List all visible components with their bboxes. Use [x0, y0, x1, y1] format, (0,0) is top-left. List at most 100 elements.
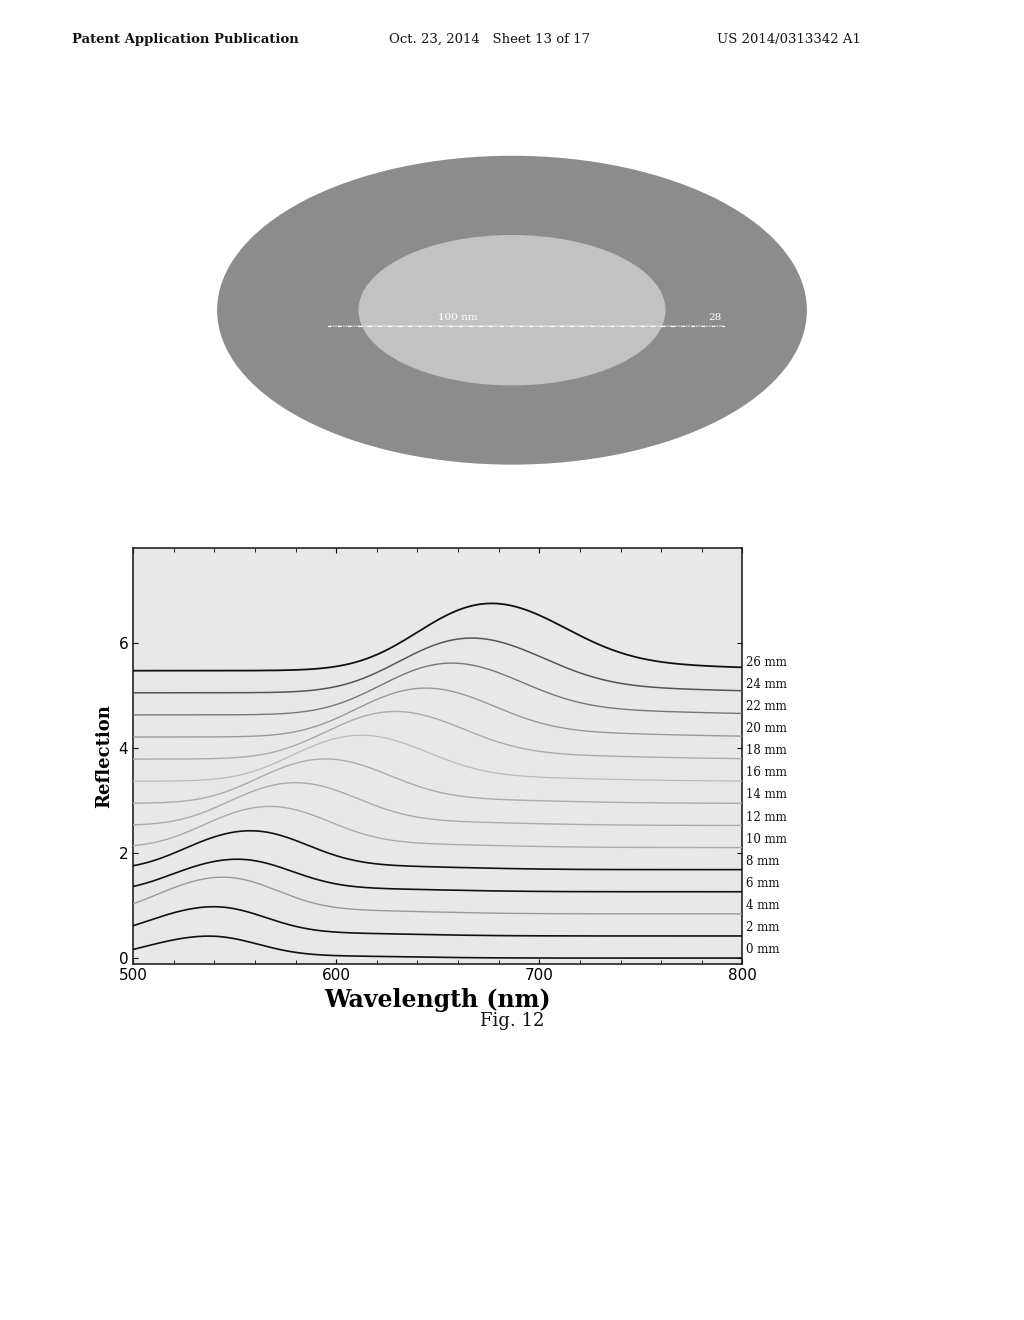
Ellipse shape — [475, 290, 549, 330]
Text: Oct. 23, 2014   Sheet 13 of 17: Oct. 23, 2014 Sheet 13 of 17 — [389, 33, 590, 46]
Ellipse shape — [332, 215, 692, 405]
Ellipse shape — [381, 247, 643, 374]
Ellipse shape — [420, 261, 604, 359]
Ellipse shape — [450, 277, 574, 343]
Ellipse shape — [412, 261, 612, 359]
Text: 2 mm: 2 mm — [746, 921, 780, 935]
Ellipse shape — [481, 296, 543, 325]
Ellipse shape — [473, 292, 551, 329]
X-axis label: Wavelength (nm): Wavelength (nm) — [325, 987, 551, 1011]
Ellipse shape — [376, 239, 648, 381]
Text: 0 mm: 0 mm — [746, 944, 780, 956]
Ellipse shape — [302, 201, 722, 420]
Ellipse shape — [217, 156, 807, 465]
Ellipse shape — [324, 211, 700, 409]
Ellipse shape — [295, 197, 729, 424]
Ellipse shape — [508, 309, 516, 312]
Ellipse shape — [228, 161, 796, 459]
Ellipse shape — [390, 247, 634, 374]
Ellipse shape — [504, 306, 519, 314]
Ellipse shape — [505, 306, 519, 314]
Text: 20 mm: 20 mm — [746, 722, 787, 735]
Text: Patent Application Publication: Patent Application Publication — [72, 33, 298, 46]
Ellipse shape — [287, 193, 737, 428]
Ellipse shape — [284, 190, 740, 430]
Ellipse shape — [457, 281, 567, 339]
Text: Fig. 12: Fig. 12 — [480, 1012, 544, 1031]
Ellipse shape — [494, 301, 530, 319]
Ellipse shape — [335, 218, 689, 403]
Ellipse shape — [466, 288, 558, 333]
Ellipse shape — [358, 235, 666, 385]
Ellipse shape — [261, 180, 763, 441]
Ellipse shape — [406, 255, 618, 366]
Ellipse shape — [424, 264, 600, 356]
Ellipse shape — [396, 253, 627, 367]
Ellipse shape — [468, 286, 556, 334]
Ellipse shape — [482, 294, 542, 326]
Ellipse shape — [265, 181, 759, 440]
Ellipse shape — [442, 276, 582, 345]
Ellipse shape — [434, 269, 590, 351]
Ellipse shape — [413, 259, 611, 362]
Text: US 2014/0313342 A1: US 2014/0313342 A1 — [717, 33, 861, 46]
Ellipse shape — [313, 206, 711, 414]
Text: 6 mm: 6 mm — [746, 876, 780, 890]
Ellipse shape — [431, 268, 593, 352]
Ellipse shape — [357, 230, 667, 391]
Ellipse shape — [427, 265, 597, 355]
Ellipse shape — [453, 280, 571, 341]
Ellipse shape — [369, 235, 655, 385]
Ellipse shape — [342, 222, 682, 399]
Ellipse shape — [397, 251, 627, 370]
Ellipse shape — [389, 249, 635, 371]
Text: 28: 28 — [709, 313, 722, 322]
Ellipse shape — [309, 205, 715, 416]
Ellipse shape — [316, 207, 708, 413]
Ellipse shape — [442, 273, 582, 347]
Ellipse shape — [276, 186, 748, 434]
Ellipse shape — [305, 202, 719, 418]
Ellipse shape — [416, 260, 608, 360]
Ellipse shape — [497, 302, 527, 318]
Ellipse shape — [250, 173, 774, 447]
Ellipse shape — [240, 168, 784, 453]
Ellipse shape — [435, 273, 589, 348]
Ellipse shape — [489, 298, 535, 322]
Text: 22 mm: 22 mm — [746, 700, 787, 713]
Text: 14 mm: 14 mm — [746, 788, 787, 801]
Ellipse shape — [459, 284, 565, 337]
Ellipse shape — [383, 243, 641, 378]
Ellipse shape — [394, 248, 630, 372]
Ellipse shape — [254, 176, 770, 445]
Text: 24 mm: 24 mm — [746, 678, 787, 690]
Ellipse shape — [360, 231, 664, 389]
Ellipse shape — [258, 177, 766, 444]
Ellipse shape — [339, 219, 685, 401]
Ellipse shape — [291, 194, 733, 426]
Ellipse shape — [451, 280, 573, 341]
Ellipse shape — [321, 210, 703, 411]
Ellipse shape — [350, 226, 674, 395]
Text: 16 mm: 16 mm — [746, 767, 787, 779]
Ellipse shape — [464, 285, 560, 335]
Text: 100 nm: 100 nm — [438, 313, 478, 322]
Ellipse shape — [268, 182, 756, 438]
Ellipse shape — [353, 227, 671, 393]
Ellipse shape — [409, 256, 615, 364]
Ellipse shape — [236, 165, 788, 455]
Ellipse shape — [479, 293, 545, 327]
Ellipse shape — [404, 257, 620, 363]
Ellipse shape — [231, 164, 793, 457]
Ellipse shape — [328, 214, 696, 407]
Ellipse shape — [374, 243, 650, 378]
Ellipse shape — [387, 244, 637, 376]
Ellipse shape — [365, 232, 659, 388]
Text: 8 mm: 8 mm — [746, 855, 780, 867]
Ellipse shape — [501, 305, 523, 315]
Ellipse shape — [372, 236, 652, 384]
Ellipse shape — [243, 169, 781, 451]
Text: 26 mm: 26 mm — [746, 656, 787, 669]
Ellipse shape — [366, 239, 658, 381]
Ellipse shape — [438, 272, 586, 348]
